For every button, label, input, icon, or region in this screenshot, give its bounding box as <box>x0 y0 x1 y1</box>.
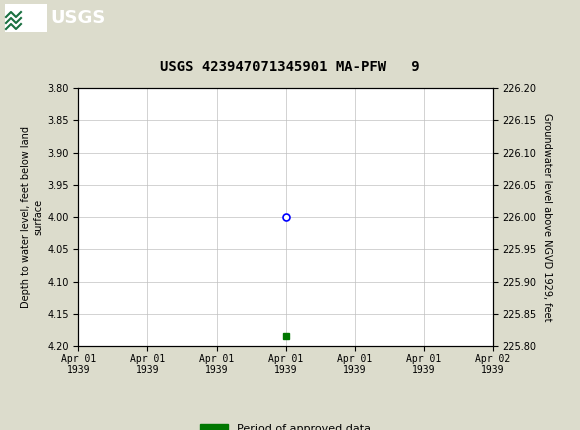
Bar <box>5 4 47 32</box>
Text: USGS: USGS <box>50 9 106 27</box>
Y-axis label: Groundwater level above NGVD 1929, feet: Groundwater level above NGVD 1929, feet <box>542 113 552 321</box>
Text: USGS 423947071345901 MA-PFW   9: USGS 423947071345901 MA-PFW 9 <box>160 60 420 74</box>
Legend: Period of approved data: Period of approved data <box>196 419 375 430</box>
Y-axis label: Depth to water level, feet below land
surface: Depth to water level, feet below land su… <box>21 126 43 308</box>
